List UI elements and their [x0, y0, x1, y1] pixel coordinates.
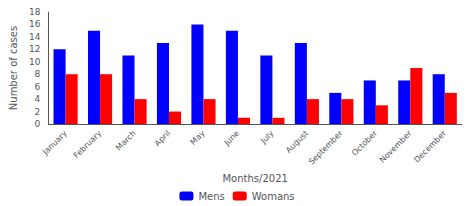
svg-text:10: 10: [29, 57, 41, 67]
svg-text:Months/2021: Months/2021: [222, 173, 287, 184]
svg-text:4: 4: [35, 94, 41, 104]
svg-text:November: November: [378, 128, 414, 164]
svg-text:Mens: Mens: [198, 191, 224, 202]
svg-text:18: 18: [29, 7, 41, 17]
svg-text:September: September: [307, 128, 345, 166]
svg-text:March: March: [114, 129, 138, 153]
svg-text:October: October: [350, 128, 379, 157]
svg-text:August: August: [284, 129, 310, 155]
svg-text:14: 14: [29, 32, 41, 42]
svg-text:June: June: [222, 129, 241, 148]
svg-text:May: May: [189, 129, 207, 147]
svg-text:December: December: [412, 128, 448, 164]
svg-text:0: 0: [35, 119, 41, 129]
svg-text:12: 12: [29, 44, 40, 54]
svg-text:16: 16: [29, 19, 41, 29]
svg-text:Number of cases: Number of cases: [8, 26, 19, 110]
svg-text:6: 6: [35, 82, 41, 92]
svg-text:2: 2: [35, 107, 41, 117]
svg-text:February: February: [72, 129, 104, 161]
svg-text:April: April: [153, 129, 172, 148]
svg-text:8: 8: [35, 69, 41, 79]
svg-text:January: January: [40, 129, 69, 158]
svg-text:Womans: Womans: [252, 191, 295, 202]
svg-text:July: July: [258, 129, 275, 146]
